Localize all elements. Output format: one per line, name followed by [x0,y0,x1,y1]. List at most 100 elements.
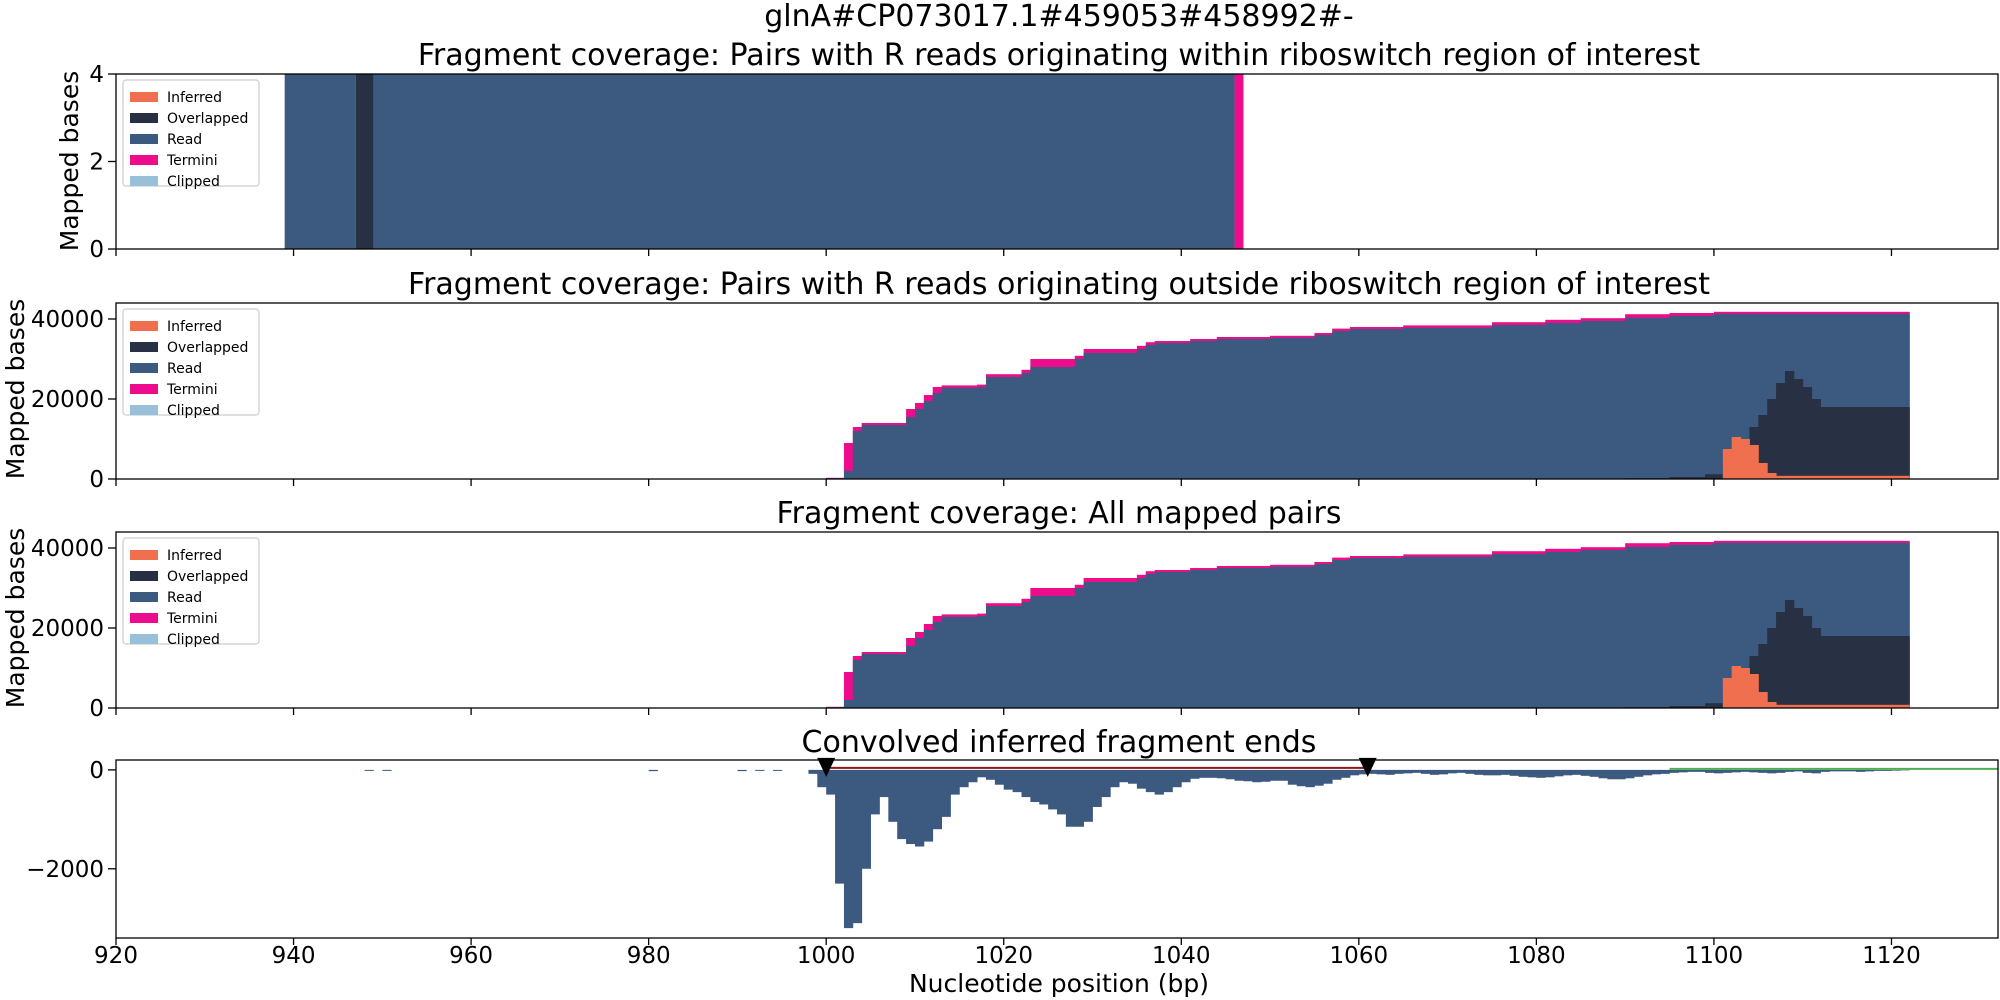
convolved-bar [1083,769,1093,822]
coverage-overlapped [1758,644,1768,708]
y-tick-label: 0 [89,758,104,784]
coverage-inferred [1722,449,1733,479]
coverage-inferred [1731,666,1742,708]
coverage-inferred [1776,704,1910,708]
y-tick-label: 0 [89,237,104,263]
coverage-read [985,606,1022,708]
convolved-bar [1536,769,1546,778]
legend-swatch-termini [130,155,158,165]
coverage-read [932,622,943,708]
x-tick-label: 1120 [1862,943,1921,969]
convolved-bar [1438,769,1449,775]
coverage-read [1625,546,1671,708]
coverage-read [985,377,1022,479]
legend-label-inferred: Inferred [167,319,222,335]
legend-swatch-termini [130,384,158,394]
coverage-termini [843,672,854,708]
convolved-bar [1838,769,1848,772]
convolved-bar [1864,769,1875,772]
convolved-bar [1642,769,1653,776]
coverage-overlapped [1776,383,1786,479]
convolved-bar [1713,769,1724,774]
convolved-bar [1367,769,1377,774]
convolved-bar [923,769,934,842]
convolved-bar [1776,769,1786,773]
convolved-bar [1749,769,1759,773]
coverage-read [1021,602,1031,708]
y-tick-label: 40000 [31,307,104,333]
coverage-read [1083,353,1138,479]
y-tick-label: 0 [89,696,104,722]
coverage-read [1021,373,1031,479]
coverage-overlapped [1669,706,1706,708]
convolved-bar [772,769,783,771]
coverage-read [923,401,934,479]
convolved-bar [968,769,978,783]
convolved-bar [1385,769,1395,775]
coverage-overlapped [1820,636,1910,708]
y-tick-label: 40000 [31,536,104,562]
convolved-bar [1136,769,1147,789]
coverage-overlapped [1705,703,1724,708]
convolved-bar [861,769,871,869]
convolved-bar [1252,769,1262,783]
convolved-bar [1456,769,1466,773]
legend-label-termini: Termini [166,153,218,169]
convolved-bar [1580,769,1591,776]
coverage-overlapped [355,74,374,249]
convolved-bar [1518,769,1528,777]
legend-label-overlapped: Overlapped [167,569,248,585]
coverage-inferred [1731,437,1742,479]
legend-label-termini: Termini [166,382,218,398]
convolved-bar [1065,769,1076,827]
coverage-read [1270,566,1315,708]
coverage-overlapped [1802,616,1813,708]
convolved-bar [1705,769,1715,773]
coverage-overlapped [1767,399,1777,479]
convolved-bar [1012,769,1022,793]
coverage-read [1669,315,1715,479]
convolved-bar [1625,769,1635,779]
x-tick-label: 940 [272,943,316,969]
coverage-read [1083,582,1138,708]
coverage-read [1074,359,1085,479]
panel-title: Convolved inferred fragment ends [802,725,1317,760]
coverage-read [941,616,978,708]
convolved-bar [1820,769,1830,772]
coverage-read [1491,554,1546,708]
x-tick-label: 1060 [1330,943,1389,969]
convolved-bar [1305,769,1315,788]
convolved-bar [1527,769,1537,778]
convolved-bar [1216,769,1227,779]
coverage-read [914,409,925,479]
convolved-bar [826,769,836,795]
convolved-bar [1429,769,1440,775]
y-axis-label: Mapped bases [1,299,30,479]
convolved-bar [1234,769,1244,781]
legend-swatch-termini [130,613,158,623]
legend-label-clipped: Clipped [167,174,220,190]
convolved-bar [1412,769,1422,773]
convolved-bar [1696,769,1706,772]
convolved-bar [852,769,863,924]
coverage-inferred [1758,692,1768,708]
legend-label-inferred: Inferred [167,548,222,564]
coverage-read [1580,550,1626,708]
coverage-read [1403,327,1493,479]
panel-outside-riboswitch: Fragment coverage: Pairs with R reads or… [1,267,1999,493]
y-axis-label: Mapped bases [55,71,84,251]
convolved-bar [1589,769,1599,777]
convolved-bar [1296,769,1306,787]
coverage-read [843,471,854,479]
x-tick-label: 1000 [797,943,856,969]
coverage-read [1669,544,1715,708]
convolved-bar [1332,769,1342,780]
legend-swatch-inferred [130,550,158,560]
convolved-bar [1287,769,1298,785]
convolved-bar [843,769,854,929]
coverage-read [977,387,987,479]
y-tick-label: 4 [89,62,104,88]
coverage-read [1403,556,1493,708]
convolved-bar [1758,769,1768,773]
convolved-bar [1225,769,1235,780]
